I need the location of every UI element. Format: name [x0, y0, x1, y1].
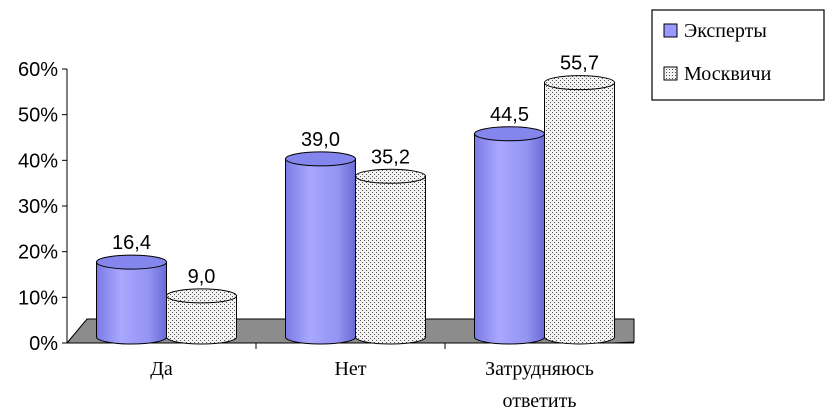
- data-label: 55,7: [560, 53, 599, 75]
- y-tick-label: 40%: [18, 150, 58, 172]
- y-axis: 0% 10% 20% 30% 40% 50% 60%: [18, 59, 634, 355]
- y-tick-label: 50%: [18, 105, 58, 127]
- bar-muscovites: [166, 288, 237, 345]
- data-labels: 16,4 9,0 39,0 35,2 44,5 55,7: [112, 53, 599, 288]
- data-label: 9,0: [188, 266, 216, 288]
- legend-label-experts: Эксперты: [684, 20, 767, 42]
- bar-muscovites: [544, 75, 615, 345]
- x-tick-label: Нет: [334, 358, 366, 380]
- y-tick-label: 20%: [18, 242, 58, 264]
- x-tick-label: ответить: [503, 390, 577, 412]
- legend: Эксперты Москвичи: [651, 9, 825, 101]
- data-label: 39,0: [301, 129, 340, 151]
- y-tick-label: 30%: [18, 196, 58, 218]
- x-tick-label: Затрудняюсь: [485, 358, 594, 380]
- data-label: 16,4: [112, 232, 151, 254]
- legend-swatch-experts: [663, 23, 678, 38]
- bars: [96, 75, 615, 345]
- legend-box: [651, 9, 825, 101]
- bar-experts: [96, 254, 167, 345]
- y-tick-label: 0%: [29, 333, 58, 355]
- y-tick-label: 60%: [18, 59, 58, 81]
- data-label: 35,2: [371, 146, 410, 168]
- legend-swatch-muscovites: [663, 66, 678, 81]
- bar-experts: [474, 126, 545, 345]
- legend-label-muscovites: Москвичи: [684, 63, 772, 85]
- bar-muscovites: [355, 168, 426, 345]
- y-tick-label: 10%: [18, 287, 58, 309]
- x-tick-label: Да: [150, 358, 173, 380]
- data-label: 44,5: [490, 104, 529, 126]
- bar-experts: [285, 151, 356, 345]
- x-axis-labels: Да Нет Затрудняюсь ответить: [150, 358, 594, 412]
